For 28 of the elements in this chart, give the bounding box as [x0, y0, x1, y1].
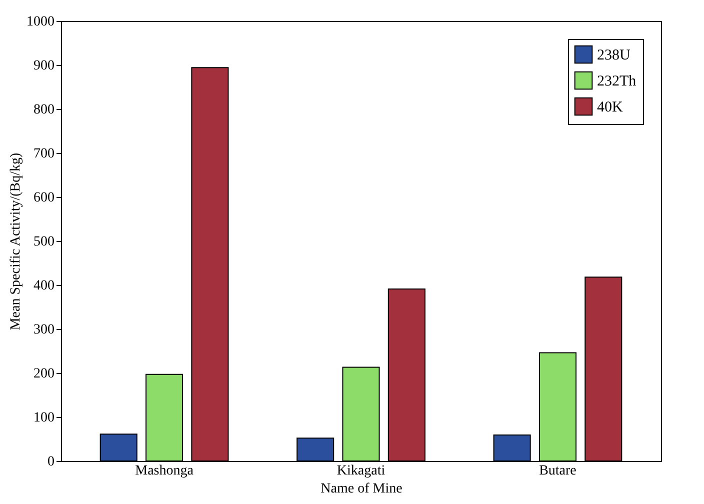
y-tick-label: 400 [34, 278, 54, 294]
bar [538, 352, 576, 462]
legend-label: 232Th [597, 74, 637, 90]
bar [493, 434, 531, 462]
y-tick-label: 500 [34, 234, 54, 250]
bar [584, 276, 622, 462]
bar [388, 288, 426, 462]
y-tick-label: 1000 [26, 14, 54, 30]
y-axis-title: Mean Specific Activity/(Bq/kg) [8, 152, 24, 330]
y-tick-label: 700 [34, 146, 54, 162]
x-tick-label: Butare [539, 464, 576, 478]
y-tick-label: 0 [48, 454, 54, 470]
x-tick-label: Mashonga [135, 464, 194, 478]
y-tick-label: 200 [34, 366, 54, 382]
bar [146, 374, 184, 462]
y-tick-label: 600 [34, 190, 54, 206]
x-tick-label: Kikagati [336, 464, 386, 478]
y-tick-label: 300 [34, 322, 54, 338]
bar [296, 438, 334, 462]
legend-label: 238U [597, 48, 630, 64]
legend-label: 40K [597, 100, 623, 116]
y-tick-label: 800 [34, 102, 54, 118]
bar [100, 434, 138, 462]
x-axis-title: Name of Mine [320, 482, 402, 496]
y-tick-label: 100 [34, 410, 54, 426]
bar [342, 366, 380, 462]
bar [191, 67, 229, 462]
y-tick-label: 900 [34, 58, 54, 74]
